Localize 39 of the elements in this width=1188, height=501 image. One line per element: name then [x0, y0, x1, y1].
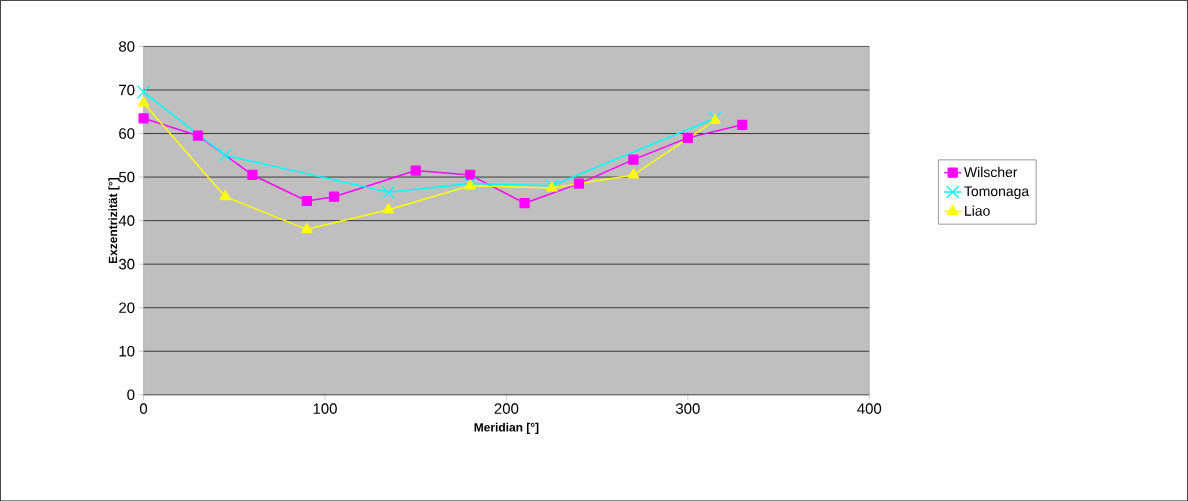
point — [219, 189, 231, 201]
point — [328, 191, 340, 202]
point — [136, 85, 151, 99]
point — [628, 154, 639, 165]
x-tick-label: 100 — [313, 403, 337, 414]
y-tick-label: 40 — [118, 215, 135, 226]
legend-label: Tomonaga — [964, 186, 1030, 199]
x-tick-label: 300 — [675, 403, 700, 414]
point — [381, 185, 396, 199]
point — [519, 197, 530, 209]
point — [737, 119, 748, 130]
y-tick-label: 0 — [127, 389, 135, 400]
point — [682, 132, 693, 143]
point — [218, 148, 232, 162]
point — [410, 165, 421, 176]
y-tick-label: 80 — [119, 41, 135, 52]
y-tick-label: 30 — [118, 258, 135, 270]
y-tick-label: 20 — [119, 302, 135, 313]
point — [465, 169, 476, 180]
y-tick-label: 50 — [118, 171, 135, 183]
x-tick-label: 200 — [494, 403, 519, 414]
legend-label: Wilscher — [964, 166, 1018, 177]
y-tick-label: 60 — [119, 128, 135, 139]
y-axis-title: Exzentrizität [°] — [108, 177, 120, 263]
y-tick-label: 70 — [119, 84, 135, 96]
legend-label: Liao — [965, 205, 990, 216]
point — [247, 169, 258, 180]
x-axis-title: Meridian [°] — [474, 422, 539, 434]
point — [137, 96, 150, 107]
y-tick-label: 10 — [119, 345, 135, 357]
x-tick-label: 400 — [857, 403, 882, 414]
point — [627, 168, 640, 179]
point — [138, 113, 149, 124]
point — [192, 130, 204, 141]
point — [301, 195, 312, 206]
point — [382, 202, 395, 214]
x-tick-label: 0 — [139, 403, 148, 414]
point — [301, 222, 313, 233]
point — [573, 178, 585, 189]
